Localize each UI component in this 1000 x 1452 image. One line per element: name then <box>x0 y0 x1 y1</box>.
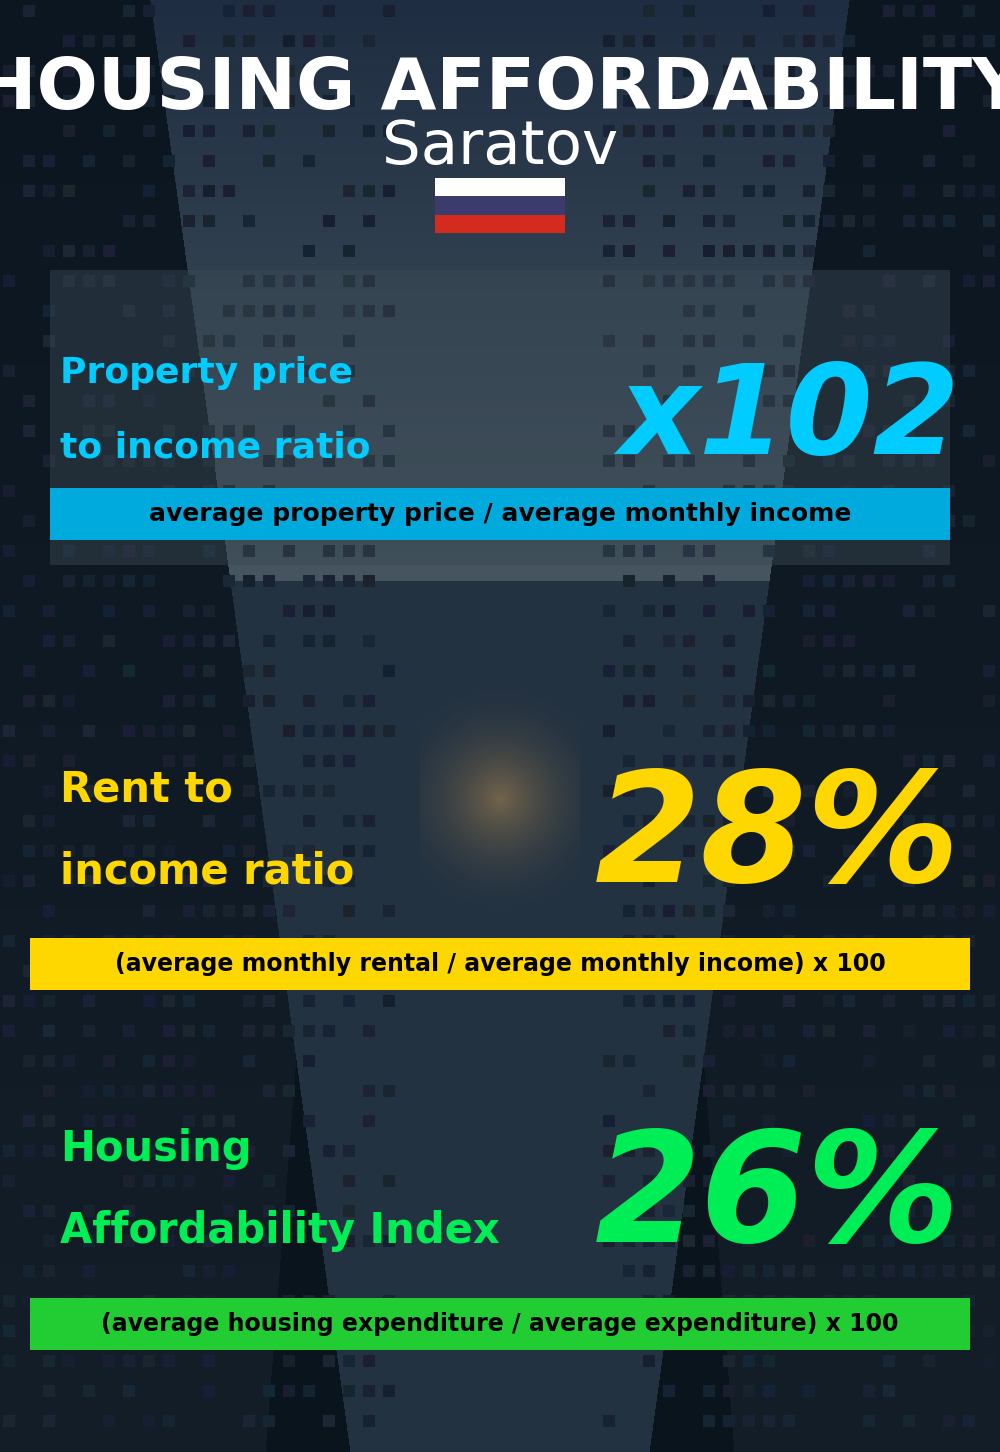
FancyBboxPatch shape <box>435 179 565 196</box>
Text: Rent to: Rent to <box>60 768 233 810</box>
Text: Housing: Housing <box>60 1128 252 1170</box>
FancyBboxPatch shape <box>435 215 565 232</box>
Text: HOUSING AFFORDABILITY: HOUSING AFFORDABILITY <box>0 55 1000 123</box>
Text: (average housing expenditure / average expenditure) x 100: (average housing expenditure / average e… <box>101 1313 899 1336</box>
FancyBboxPatch shape <box>50 488 950 540</box>
Text: to income ratio: to income ratio <box>60 430 370 465</box>
Text: Affordability Index: Affordability Index <box>60 1210 500 1252</box>
Text: 26%: 26% <box>594 1125 960 1275</box>
FancyBboxPatch shape <box>30 1298 970 1350</box>
Text: 28%: 28% <box>594 765 960 915</box>
Polygon shape <box>50 270 950 565</box>
Text: Property price: Property price <box>60 356 353 391</box>
FancyBboxPatch shape <box>30 938 970 990</box>
Text: Saratov: Saratov <box>382 118 618 177</box>
Text: (average monthly rental / average monthly income) x 100: (average monthly rental / average monthl… <box>115 953 885 976</box>
FancyBboxPatch shape <box>435 196 565 215</box>
Text: average property price / average monthly income: average property price / average monthly… <box>149 502 851 526</box>
Text: x102: x102 <box>618 360 960 481</box>
Text: income ratio: income ratio <box>60 849 354 892</box>
